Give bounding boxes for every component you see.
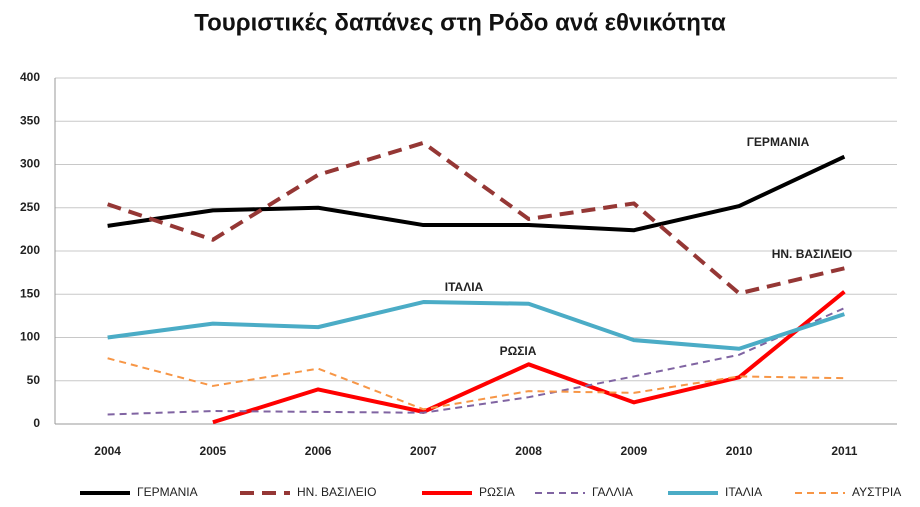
chart-title: Τουριστικές δαπάνες στη Ρόδο ανά εθνικότ… — [194, 9, 726, 36]
x-tick-label: 2011 — [831, 444, 857, 458]
annotation: ΡΩΣΙΑ — [500, 344, 537, 358]
annotation: ΗΝ. ΒΑΣΙΛΕΙΟ — [772, 247, 853, 261]
legend-label: ΗΝ. ΒΑΣΙΛΕΙΟ — [297, 485, 376, 499]
x-tick-label: 2010 — [726, 444, 753, 458]
y-tick-label: 400 — [20, 70, 40, 84]
legend-label: ΓΑΛΛΙΑ — [592, 485, 633, 499]
y-tick-label: 150 — [20, 286, 40, 300]
x-tick-label: 2005 — [200, 444, 227, 458]
y-tick-label: 50 — [27, 373, 41, 387]
x-tick-label: 2004 — [94, 444, 121, 458]
x-tick-label: 2006 — [305, 444, 332, 458]
series-line — [107, 154, 846, 233]
legend-label: ΑΥΣΤΡΙΑ — [852, 485, 901, 499]
series-line — [107, 300, 845, 351]
legend-label: ΡΩΣΙΑ — [479, 485, 515, 499]
y-tick-label: 100 — [20, 330, 40, 344]
series-line — [212, 290, 846, 425]
y-tick-label: 0 — [33, 416, 40, 430]
x-tick-label: 2008 — [515, 444, 542, 458]
y-tick-label: 250 — [20, 200, 40, 214]
series-line — [107, 307, 845, 416]
series-line — [106, 140, 845, 296]
legend-label: ΙΤΑΛΙΑ — [725, 485, 762, 499]
annotation: ΓΕΡΜΑΝΙΑ — [747, 135, 810, 149]
legend-label: ΓΕΡΜΑΝΙΑ — [137, 485, 198, 499]
y-tick-label: 350 — [20, 113, 40, 127]
y-tick-label: 200 — [20, 243, 40, 257]
x-tick-label: 2009 — [621, 444, 648, 458]
series-line — [107, 357, 845, 411]
x-tick-label: 2007 — [410, 444, 437, 458]
annotation: ΙΤΑΛΙΑ — [445, 280, 484, 294]
y-tick-label: 300 — [20, 157, 40, 171]
